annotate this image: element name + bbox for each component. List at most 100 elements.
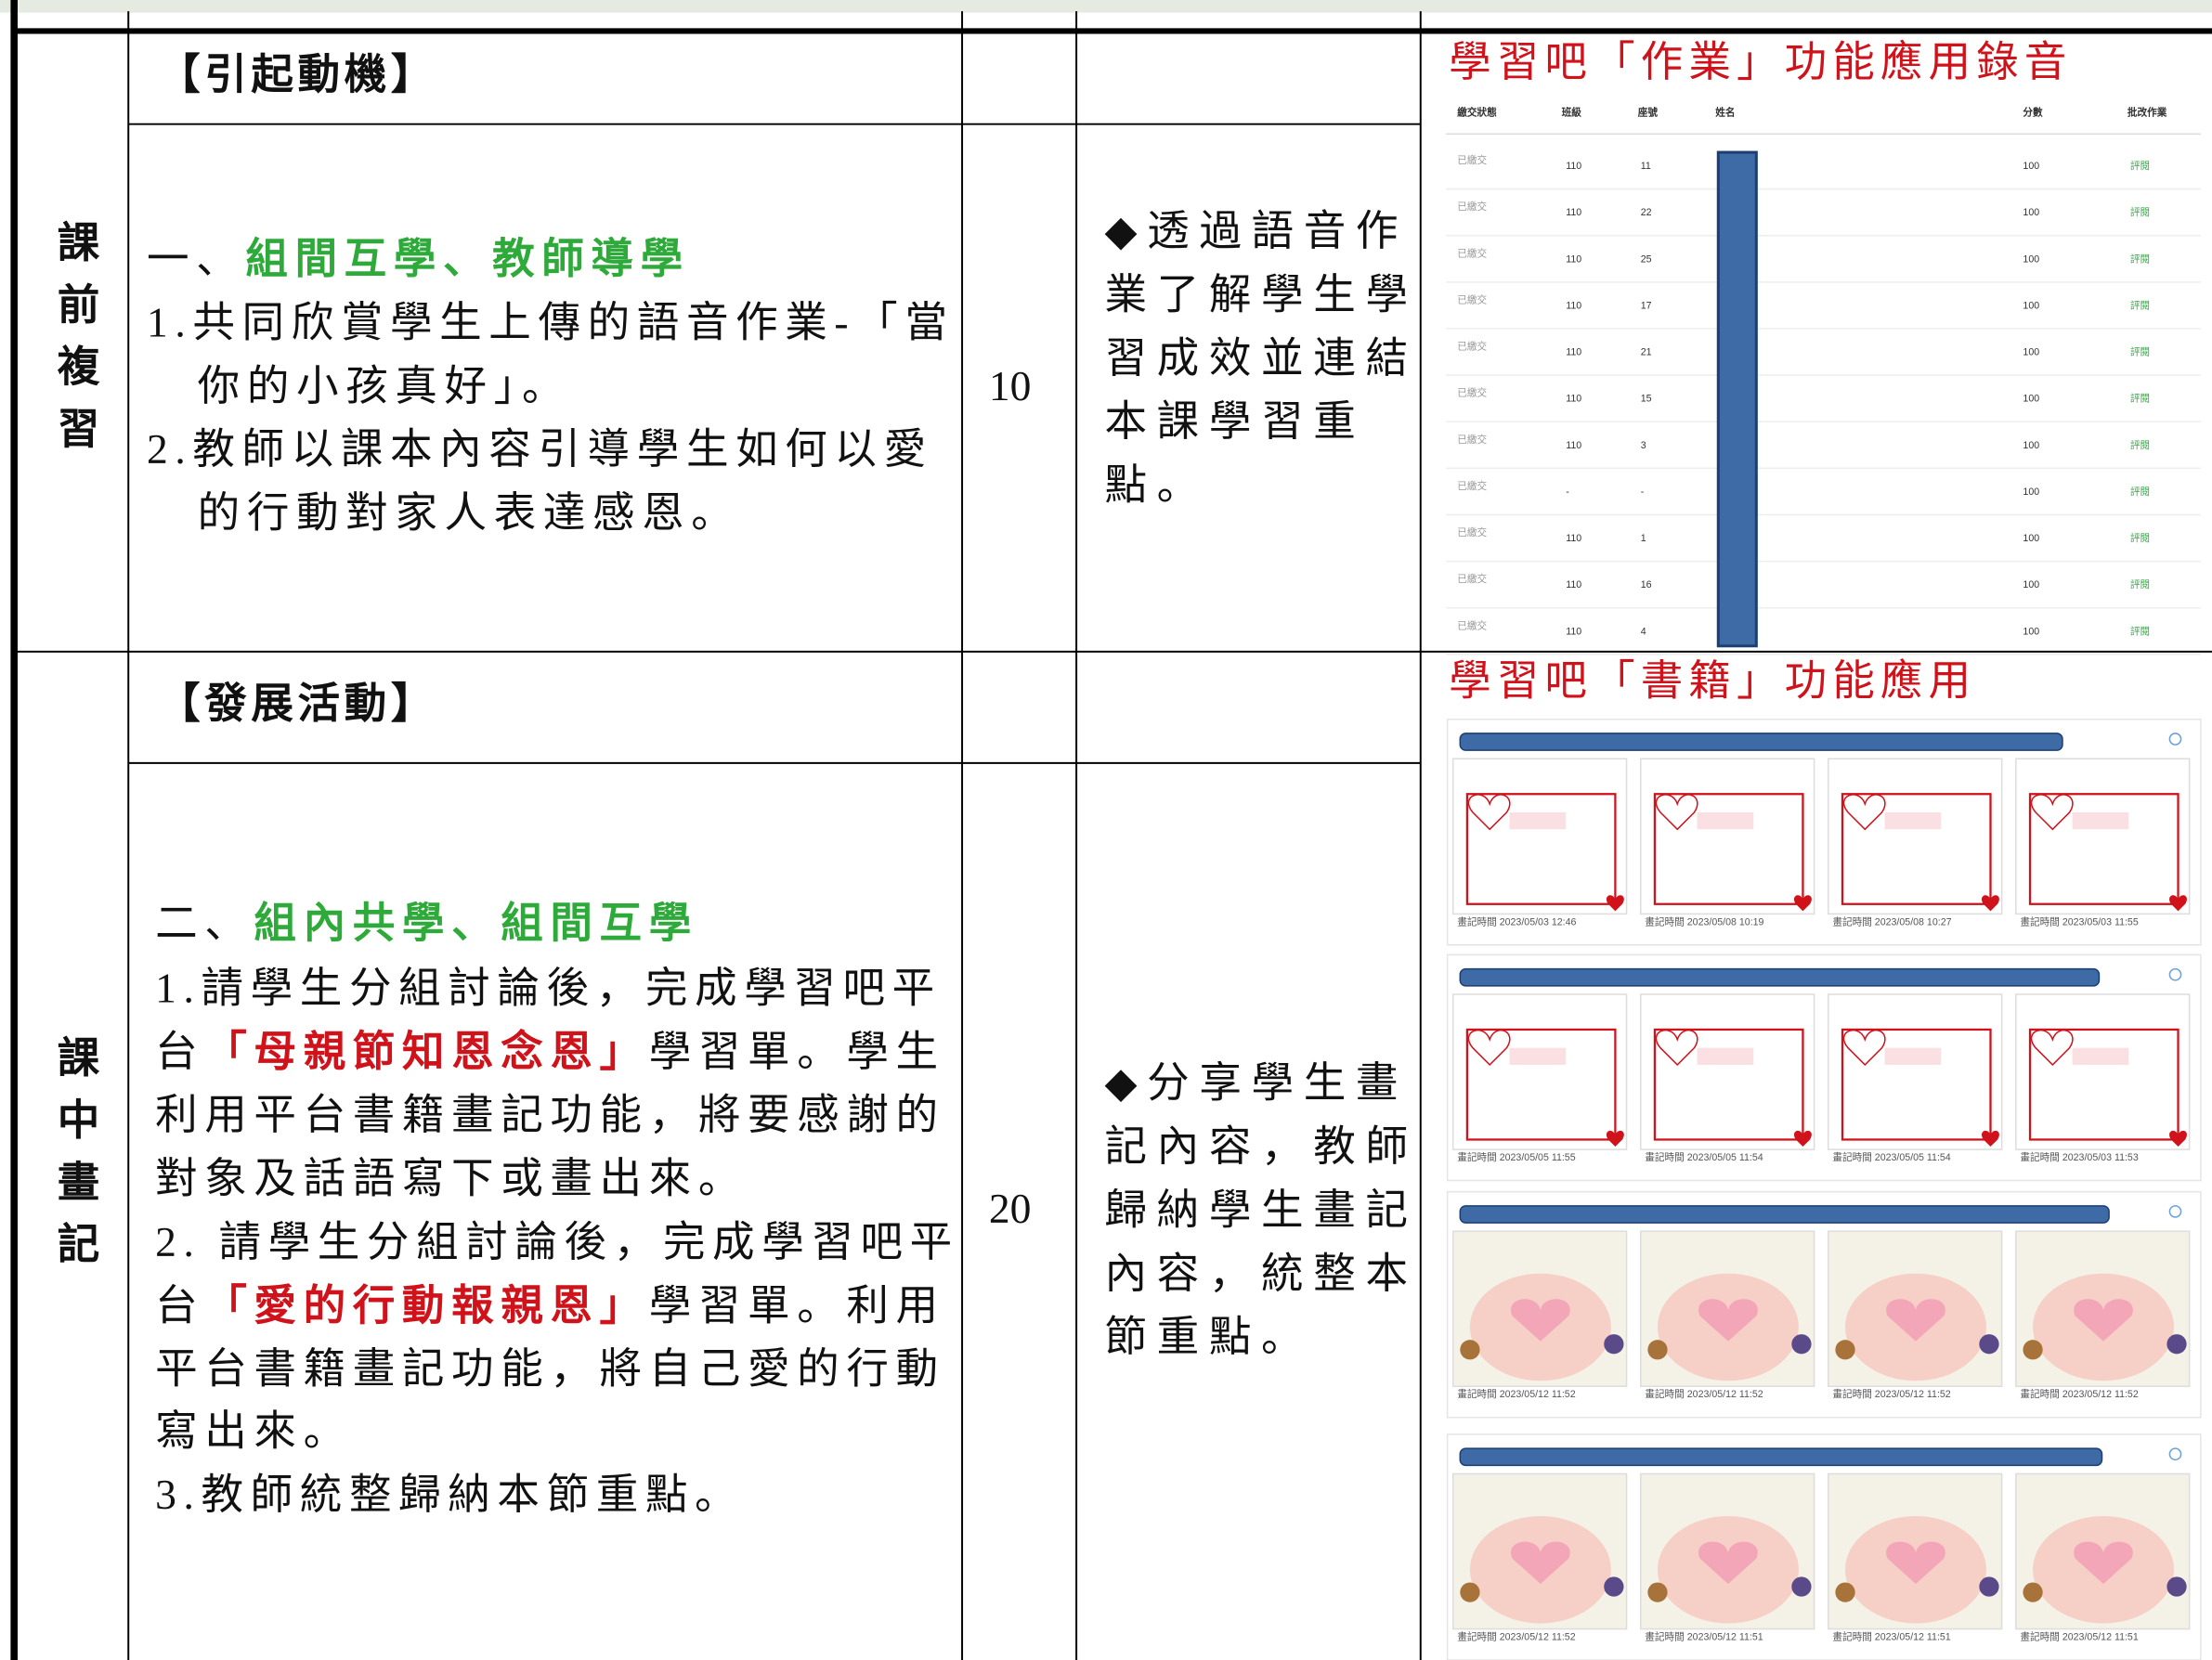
table-cell: 已繳交 <box>1457 619 1487 631</box>
content-line: 你的小孩真好」。 <box>198 362 571 409</box>
thumb-kid <box>2166 1576 2187 1597</box>
thumb-kid <box>1791 1334 1812 1355</box>
table-cell: 22 <box>1641 207 1652 218</box>
redaction-bar <box>1459 733 2063 751</box>
panel-icon <box>2168 1447 2182 1461</box>
thumb-frame <box>1465 1028 1617 1141</box>
redaction-bar <box>1459 1205 2110 1224</box>
thumb-kid <box>2166 1334 2187 1355</box>
content-line: 對象及話語寫下或畫出來。 <box>155 1155 748 1202</box>
thumbnail <box>2015 993 2191 1150</box>
table-cell: 110 <box>1566 533 1581 544</box>
text-segment: 3.教師統整歸納本節重點。 <box>155 1471 744 1518</box>
thumb-heart <box>1511 1541 1570 1584</box>
thumb-heart <box>1511 1299 1570 1342</box>
thumb-heart <box>2169 1130 2187 1148</box>
thumb-kid <box>1647 1340 1668 1360</box>
text-segment: 一、 <box>147 236 245 283</box>
thumb-time: 畫記時間 2023/05/12 11:52 <box>1457 1388 1575 1400</box>
thumb-heart <box>1794 1130 1812 1148</box>
thumb-frame <box>1653 1028 1804 1141</box>
table-cell: 評閱 <box>2130 532 2150 544</box>
screenshot-frame <box>1438 93 2201 649</box>
thumb-heart <box>1606 895 1624 912</box>
table-cell: 110 <box>1566 347 1581 358</box>
thumb-time: 畫記時間 2023/05/05 11:54 <box>1832 1151 1950 1163</box>
table-cell: - <box>1566 486 1569 498</box>
table-cell: 評閱 <box>2130 393 2150 405</box>
table-cell: 已繳交 <box>1457 480 1487 492</box>
table-cell: 已繳交 <box>1457 154 1487 166</box>
table-cell: 已繳交 <box>1457 387 1487 399</box>
thumb-heart <box>1886 1541 1945 1584</box>
thumb-heart <box>1982 895 1999 912</box>
content-line: 1.請學生分組討論後，完成學習吧平 <box>155 965 942 1012</box>
section-heading: 【引起動機】 <box>158 51 437 98</box>
thumb-note <box>2072 812 2129 830</box>
thumb-heart <box>1655 794 1698 831</box>
thumb-frame <box>2028 1028 2179 1141</box>
note-line: ◆透過語音作 <box>1104 207 1408 254</box>
thumb-heart <box>1698 1299 1758 1342</box>
thumb-heart <box>2169 895 2187 912</box>
table-cell: 評閱 <box>2130 253 2150 265</box>
text-segment: 台 <box>155 1282 204 1329</box>
thumb-frame <box>1653 793 1804 905</box>
table-cell: 1 <box>1641 533 1646 544</box>
table-cell: 100 <box>2023 347 2039 358</box>
thumbnail <box>1828 993 2003 1150</box>
text-segment: 台 <box>155 1028 204 1075</box>
thumb-time: 畫記時間 2023/05/12 11:52 <box>2020 1388 2138 1400</box>
table-cell: 已繳交 <box>1457 293 1487 305</box>
thumb-heart <box>1655 1030 1698 1067</box>
text-segment: 的行動對家人表達感恩。 <box>198 489 741 537</box>
thumb-heart <box>1982 1130 1999 1148</box>
note-line: 點。 <box>1104 461 1208 509</box>
table-cell: 110 <box>1566 579 1581 590</box>
table-cell: 已繳交 <box>1457 573 1487 585</box>
minutes: 20 <box>989 1185 1032 1232</box>
table-cell: 已繳交 <box>1457 341 1487 353</box>
table-cell: 評閱 <box>2130 486 2150 498</box>
note-line: 歸納學生畫記 <box>1104 1186 1417 1233</box>
thumb-time: 畫記時間 2023/05/12 11:52 <box>1457 1631 1575 1643</box>
thumb-kid <box>1791 1576 1812 1597</box>
table-cell: 4 <box>1641 626 1646 637</box>
thumb-kid <box>1604 1576 1624 1597</box>
thumbnail <box>1828 758 2003 915</box>
minutes: 10 <box>989 362 1032 409</box>
table-header: 繳交狀態 <box>1457 106 1497 118</box>
thumb-frame <box>2028 793 2179 905</box>
table-cell: 100 <box>2023 300 2039 311</box>
thumb-time: 畫記時間 2023/05/12 11:52 <box>1832 1388 1950 1400</box>
thumb-time: 畫記時間 2023/05/05 11:54 <box>1645 1151 1763 1163</box>
note-line: ◆分享學生畫 <box>1104 1059 1408 1107</box>
thumb-time: 畫記時間 2023/05/08 10:19 <box>1645 915 1763 927</box>
content-line: 台「愛的行動報親恩」學習單。利用 <box>155 1282 945 1329</box>
table-cell: 21 <box>1641 347 1652 358</box>
table-cell: 評閱 <box>2130 206 2150 218</box>
thumb-time: 畫記時間 2023/05/03 12:46 <box>1457 915 1576 927</box>
thumb-note <box>1509 812 1567 830</box>
thumb-note <box>1509 1047 1567 1065</box>
note-line: 習成效並連結 <box>1104 334 1417 382</box>
text-segment: 2. 請學生分組討論後，完成學習吧平 <box>155 1218 959 1265</box>
text-segment: 平台書籍畫記功能，將自己愛的行動 <box>155 1345 945 1393</box>
thumb-time: 畫記時間 2023/05/12 11:51 <box>1645 1631 1763 1643</box>
thumb-kid <box>1460 1582 1480 1602</box>
text-segment: 寫出來。 <box>155 1407 353 1455</box>
thumb-kid <box>1979 1576 1999 1597</box>
table-header: 班級 <box>1562 106 1582 118</box>
thumb-time: 畫記時間 2023/05/12 11:52 <box>1645 1388 1763 1400</box>
redaction-bar <box>1716 150 1758 648</box>
table-cell: 100 <box>2023 394 2039 405</box>
table-cell: 100 <box>2023 253 2039 265</box>
content-line: 台「母親節知恩念恩」學習單。學生 <box>155 1028 945 1075</box>
thumb-frame <box>1465 793 1617 905</box>
stage-label: 課中畫記 <box>52 1035 99 1283</box>
thumb-heart <box>1842 794 1886 831</box>
section-heading: 【發展活動】 <box>158 680 437 727</box>
panel-icon <box>2168 1205 2182 1218</box>
